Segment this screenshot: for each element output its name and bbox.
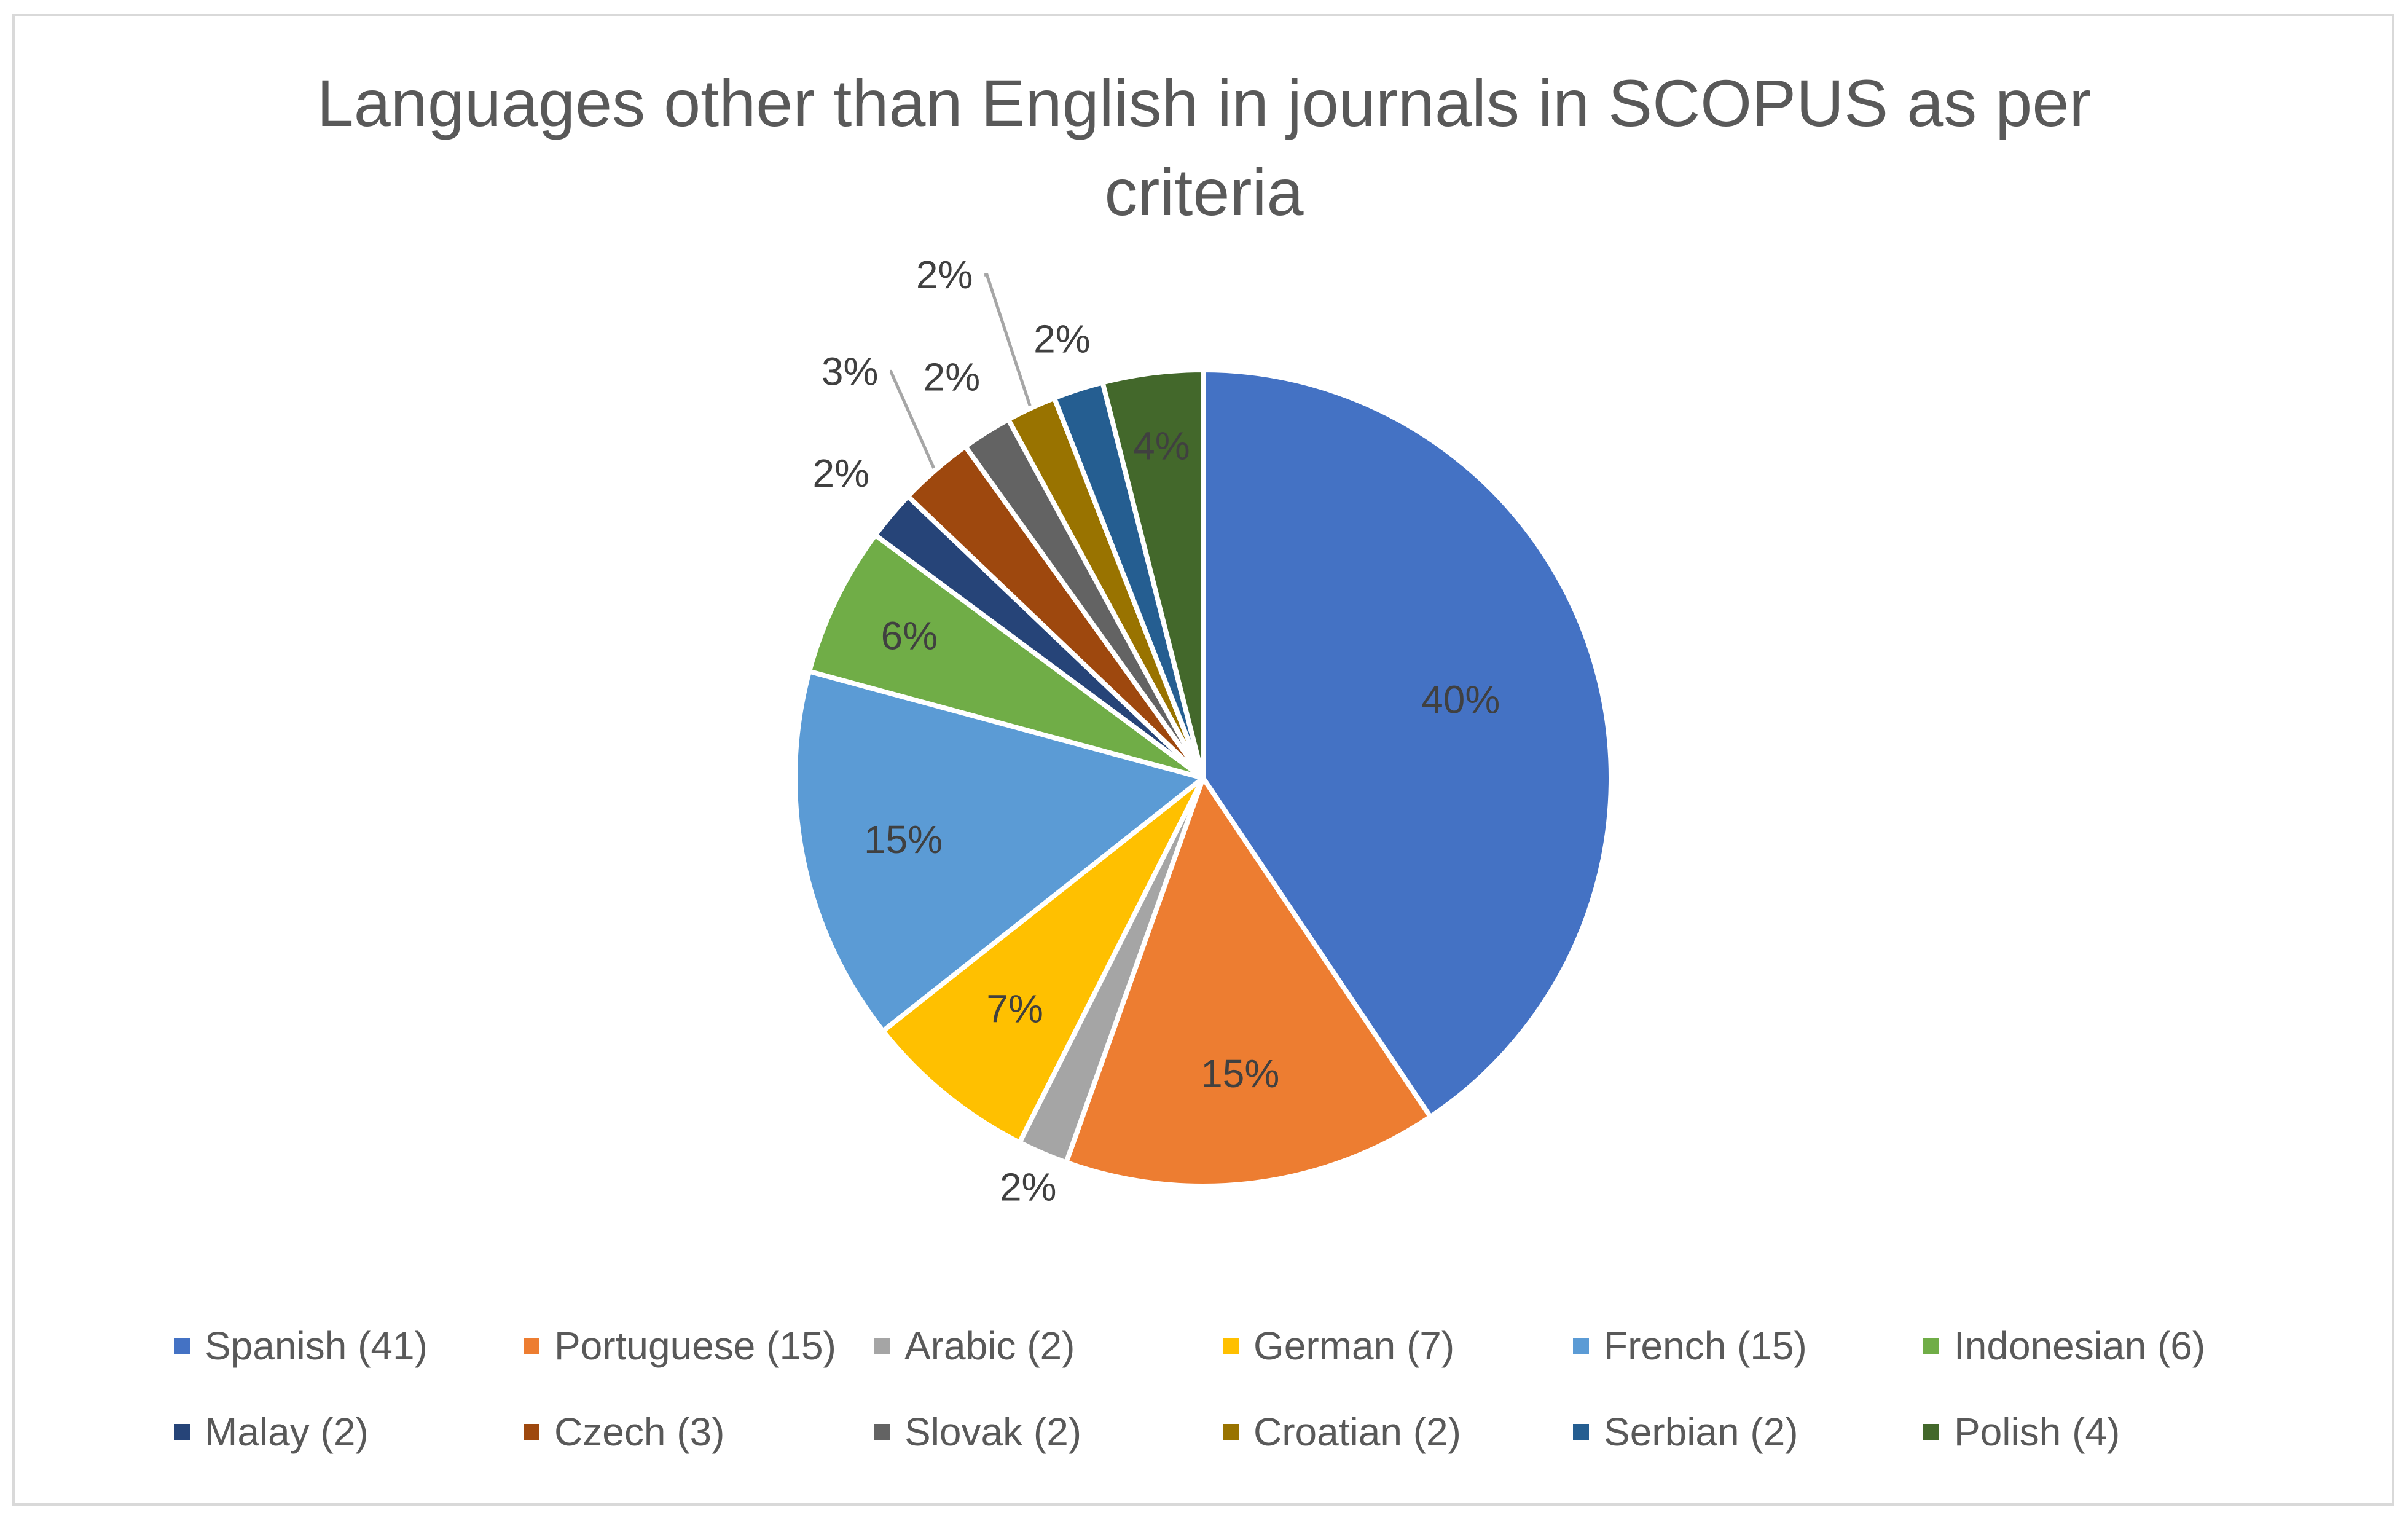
data-label-german: 7% — [986, 987, 1043, 1031]
legend-swatch — [1573, 1424, 1589, 1440]
chart-title: Languages other than English in journals… — [0, 58, 2408, 237]
legend-swatch — [874, 1338, 890, 1354]
pie-slice-spanish — [1201, 367, 1614, 1120]
legend-item-malay: Malay (2) — [174, 1407, 369, 1456]
leader-line-croatian — [984, 273, 1032, 407]
chart-title-line-1: Languages other than English in journals… — [316, 66, 2092, 140]
data-label-french: 15% — [864, 817, 943, 862]
legend-swatch — [1223, 1338, 1239, 1354]
data-label-polish: 4% — [1133, 424, 1190, 468]
data-label-indonesian: 6% — [881, 614, 938, 658]
legend-label: Serbian (2) — [1604, 1410, 1798, 1454]
legend-label: Croatian (2) — [1253, 1410, 1461, 1454]
legend-label: Polish (4) — [1954, 1410, 2120, 1454]
legend-item-spanish: Spanish (41) — [174, 1321, 428, 1370]
data-label-slovak: 2% — [924, 355, 981, 399]
data-label-arabic: 2% — [1000, 1165, 1057, 1209]
legend-item-serbian: Serbian (2) — [1573, 1407, 1798, 1456]
data-label-malay: 2% — [813, 451, 870, 495]
legend-label: Spanish (41) — [205, 1324, 428, 1368]
legend-label: Indonesian (6) — [1954, 1324, 2206, 1368]
legend-item-french: French (15) — [1573, 1321, 1807, 1370]
data-label-croatian: 2% — [916, 253, 973, 297]
legend-label: Malay (2) — [205, 1410, 369, 1454]
legend-swatch — [1923, 1338, 1939, 1354]
pie-slice-german — [880, 776, 1206, 1146]
legend-swatch — [1923, 1424, 1939, 1440]
legend-swatch — [174, 1338, 190, 1354]
legend-item-czech: Czech (3) — [524, 1407, 724, 1456]
legend-item-arabic: Arabic (2) — [874, 1321, 1075, 1370]
legend-swatch — [874, 1424, 890, 1440]
legend-item-german: German (7) — [1223, 1321, 1454, 1370]
pie-slice-portuguese — [1064, 776, 1433, 1189]
legend-label: Arabic (2) — [904, 1324, 1075, 1368]
legend-swatch — [174, 1424, 190, 1440]
legend-swatch — [1223, 1424, 1239, 1440]
legend-label: Czech (3) — [554, 1410, 725, 1454]
leader-line-czech — [889, 369, 936, 469]
legend-swatch — [524, 1338, 539, 1354]
legend-item-portuguese: Portuguese (15) — [524, 1321, 836, 1370]
legend-item-slovak: Slovak (2) — [874, 1407, 1081, 1456]
data-label-spanish: 40% — [1421, 677, 1500, 721]
legend-swatch — [1573, 1338, 1589, 1354]
chart-title-line-2: criteria — [1104, 155, 1304, 229]
legend-label: German (7) — [1253, 1324, 1455, 1368]
pie-slice-polish — [1100, 367, 1206, 780]
legend-label: Slovak (2) — [904, 1410, 1082, 1454]
legend-item-polish: Polish (4) — [1923, 1407, 2120, 1456]
data-label-portuguese: 15% — [1201, 1051, 1279, 1096]
legend-label: French (15) — [1604, 1324, 1807, 1368]
pie-slice-french — [793, 669, 1206, 1034]
pie-slice-indonesian — [807, 532, 1206, 780]
legend-label: Portuguese (15) — [554, 1324, 836, 1368]
data-label-serbian: 2% — [1033, 317, 1091, 361]
legend-item-indonesian: Indonesian (6) — [1923, 1321, 2205, 1370]
legend-swatch — [524, 1424, 539, 1440]
legend-item-croatian: Croatian (2) — [1223, 1407, 1461, 1456]
data-label-czech: 3% — [822, 349, 879, 393]
